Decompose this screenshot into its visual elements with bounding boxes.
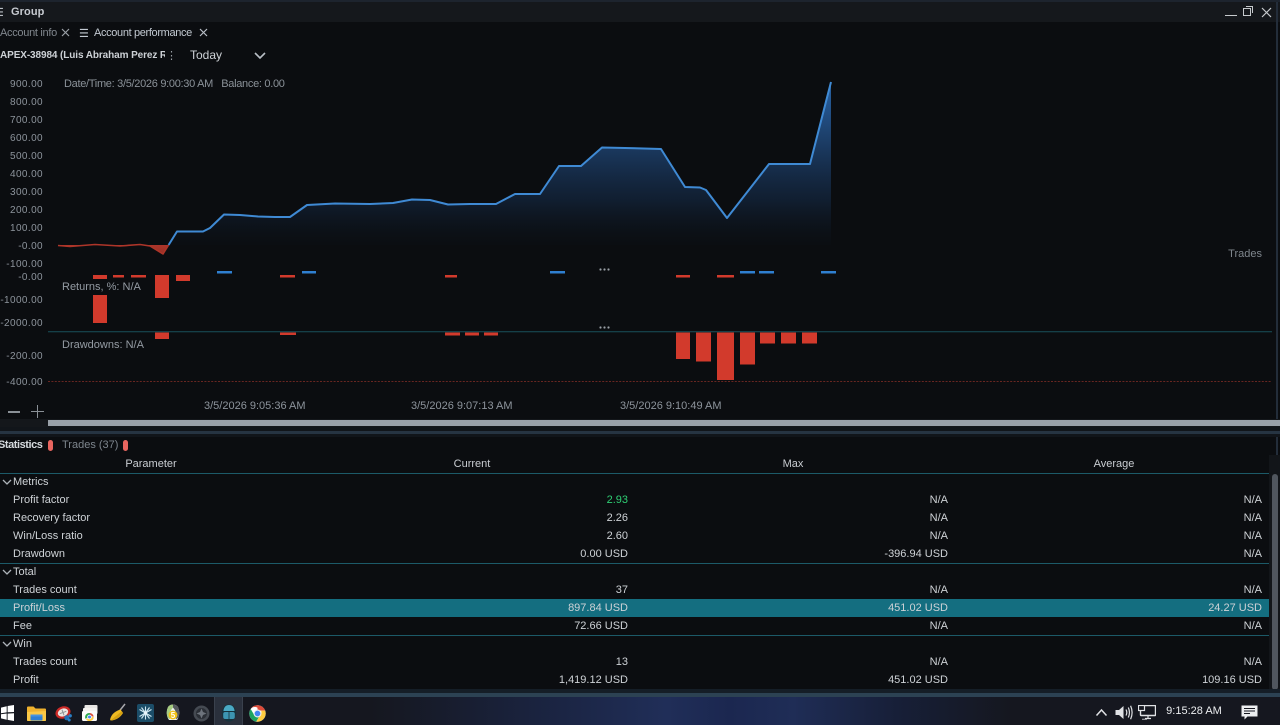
- svg-text:5: 5: [171, 711, 176, 720]
